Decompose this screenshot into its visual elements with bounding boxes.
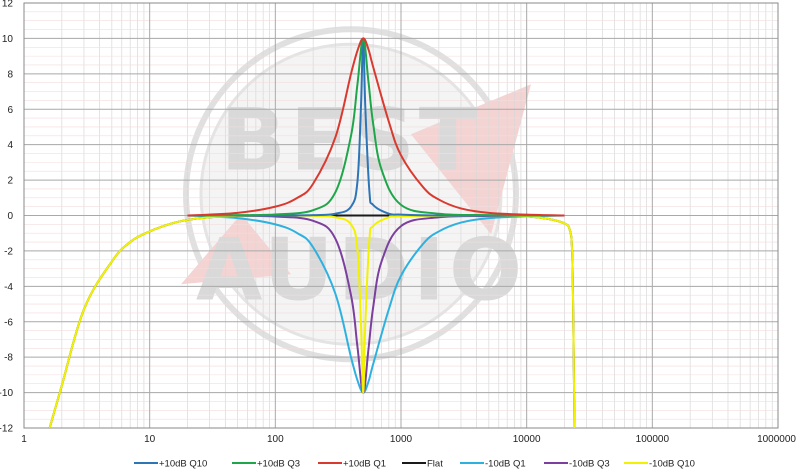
y-tick-label: 2 <box>7 176 13 187</box>
axis-tick-labels: 12 10 8 6 4 2 0 -2 -4 -6 -8 -10 -12 1 10 100 1000 10000 10… <box>0 0 796 445</box>
y-tick-label: 10 <box>2 34 14 45</box>
y-tick-label: -12 <box>0 424 13 435</box>
legend: +10dB Q10 +10dB Q3 +10dB Q1 Flat -10dB Q1 -10… <box>134 459 695 470</box>
x-tick-label: 1000000 <box>757 434 796 445</box>
series-line-10db-q1 <box>187 37 565 217</box>
legend-label: +10dB Q3 <box>257 459 300 470</box>
y-tick-label: -8 <box>4 353 13 364</box>
y-tick-label: -6 <box>4 317 13 328</box>
plot-border <box>23 2 779 429</box>
x-tick-label: 10 <box>144 434 156 445</box>
x-tick-label: 100000 <box>636 434 670 445</box>
y-tick-label: 8 <box>7 69 13 80</box>
legend-label: +10dB Q10 <box>159 459 207 470</box>
y-tick-label: -2 <box>4 246 13 257</box>
y-tick-label: 4 <box>7 140 13 151</box>
series-line-10db-q3 <box>187 37 565 217</box>
series-line-10db-q10 <box>187 37 565 217</box>
legend-label: -10dB Q1 <box>485 459 526 470</box>
y-tick-label: -4 <box>4 282 13 293</box>
x-tick-label: 10000 <box>513 434 541 445</box>
y-tick-label: 6 <box>7 105 13 116</box>
series-line-10db-q10 <box>48 214 576 429</box>
legend-label: -10dB Q3 <box>569 459 610 470</box>
x-tick-label: 1000 <box>390 434 413 445</box>
x-tick-label: 1 <box>21 434 27 445</box>
series-line-10db-q1 <box>187 214 565 394</box>
watermark-red-wing <box>410 84 531 235</box>
x-tick-label: 100 <box>267 434 284 445</box>
legend-label: Flat <box>427 459 443 470</box>
series-lines <box>48 37 576 429</box>
legend-label: -10dB Q10 <box>649 459 695 470</box>
y-tick-label: -10 <box>0 388 13 399</box>
legend-label: +10dB Q1 <box>343 459 386 470</box>
y-tick-label: 0 <box>7 211 13 222</box>
y-tick-label: 12 <box>2 0 14 10</box>
